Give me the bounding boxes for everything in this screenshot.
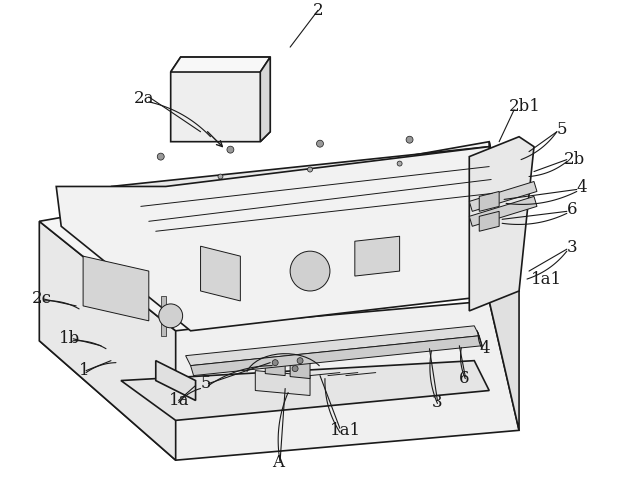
Polygon shape	[156, 361, 196, 401]
Polygon shape	[265, 356, 285, 376]
Polygon shape	[260, 57, 271, 142]
Circle shape	[272, 360, 278, 366]
Polygon shape	[479, 212, 499, 231]
Text: 2b1: 2b1	[509, 98, 541, 115]
Circle shape	[406, 136, 413, 143]
Polygon shape	[111, 147, 499, 202]
Text: 6: 6	[567, 201, 577, 218]
Circle shape	[218, 174, 223, 179]
Circle shape	[297, 358, 303, 364]
Text: 3: 3	[431, 394, 442, 411]
Text: 2b: 2b	[564, 151, 585, 168]
Text: 1: 1	[79, 362, 90, 379]
Polygon shape	[39, 142, 519, 331]
Polygon shape	[39, 301, 519, 460]
Circle shape	[159, 304, 183, 328]
Text: 6: 6	[459, 370, 470, 387]
Text: 1a1: 1a1	[330, 422, 361, 439]
Polygon shape	[469, 182, 537, 212]
Text: 5: 5	[557, 121, 567, 138]
Polygon shape	[201, 246, 241, 301]
Circle shape	[307, 167, 312, 172]
Text: 1b: 1b	[59, 330, 81, 347]
Text: A: A	[272, 454, 284, 471]
Polygon shape	[469, 197, 537, 226]
Circle shape	[290, 251, 330, 291]
Polygon shape	[290, 359, 310, 379]
Polygon shape	[355, 236, 399, 276]
Polygon shape	[121, 361, 489, 420]
Polygon shape	[39, 222, 176, 460]
Text: 3: 3	[567, 239, 577, 255]
Polygon shape	[161, 296, 166, 336]
Polygon shape	[57, 147, 489, 331]
Polygon shape	[255, 371, 310, 396]
Circle shape	[316, 140, 323, 147]
Polygon shape	[171, 57, 271, 142]
Text: 5: 5	[201, 375, 211, 392]
Circle shape	[292, 366, 298, 372]
Text: 2c: 2c	[31, 290, 51, 307]
Text: 4: 4	[577, 179, 587, 196]
Polygon shape	[469, 137, 534, 311]
Polygon shape	[489, 142, 519, 430]
Text: 1a: 1a	[169, 392, 189, 409]
Polygon shape	[119, 162, 507, 217]
Polygon shape	[190, 336, 482, 376]
Polygon shape	[479, 192, 499, 212]
Polygon shape	[83, 256, 149, 321]
Text: 2a: 2a	[134, 90, 154, 107]
Circle shape	[397, 161, 402, 166]
Circle shape	[157, 153, 164, 160]
Text: 2: 2	[312, 2, 323, 19]
Text: 4: 4	[479, 340, 490, 357]
Circle shape	[227, 146, 234, 153]
Polygon shape	[185, 326, 479, 366]
Text: 1a1: 1a1	[531, 270, 562, 287]
Polygon shape	[171, 57, 271, 72]
